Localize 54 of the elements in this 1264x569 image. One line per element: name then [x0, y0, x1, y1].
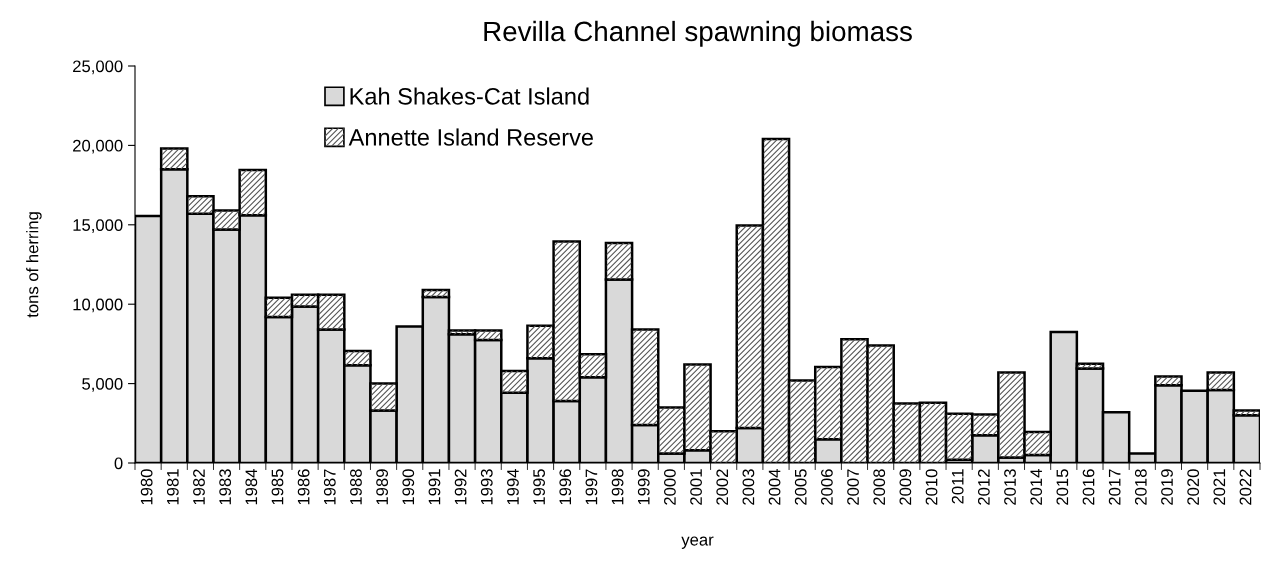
x-tick-label: 2008: [873, 469, 886, 505]
x-tick-label: 2007: [847, 469, 859, 505]
legend-label: Annette Island Reserve: [348, 128, 593, 146]
x-tick-label: 2019: [1161, 469, 1173, 505]
x-tick-label: 2009: [899, 469, 912, 505]
x-tick-label: 2017: [1108, 469, 1121, 505]
y-tick-label: 0: [114, 457, 123, 470]
legend-label: Kah Shakes-Cat Island: [350, 87, 589, 105]
x-tick-label: 2001: [690, 469, 702, 505]
x-tick-label: 2016: [1082, 469, 1095, 505]
x-tick-label: 1983: [219, 469, 232, 505]
chart-title: Revilla Channel spawning biomass: [484, 20, 912, 47]
x-tick-label: 2004: [768, 469, 781, 505]
x-tick-label: 1987: [323, 469, 336, 505]
x-tick-label: 1991: [428, 469, 441, 505]
x-tick-label: 1999: [637, 469, 650, 505]
x-tick-label: 1993: [480, 469, 493, 505]
x-tick-label: 1992: [454, 469, 467, 505]
x-tick-label: 2011: [951, 469, 964, 504]
x-tick-label: 1998: [611, 469, 624, 505]
x-tick-label: 1982: [193, 469, 205, 505]
y-tick-label: 10,000: [73, 298, 123, 313]
x-tick-label: 2000: [664, 469, 676, 505]
x-tick-label: 2014: [1030, 469, 1043, 505]
y-tick-label: 20,000: [73, 139, 123, 154]
x-tick-label: 2015: [1056, 469, 1069, 505]
x-tick-label: 1995: [533, 469, 545, 505]
x-tick-label: 1997: [585, 469, 598, 505]
x-tick-label: 2022: [1239, 469, 1252, 505]
x-tick-label: 2002: [716, 469, 729, 505]
x-tick-label: 1980: [140, 469, 153, 505]
x-tick-label: 2005: [794, 469, 807, 505]
x-tick-label: 2003: [742, 469, 755, 505]
x-tick-label: 1988: [350, 469, 362, 505]
x-tick-label: 2020: [1187, 469, 1200, 505]
x-tick-label: 1985: [271, 469, 284, 505]
x-tick-label: 1986: [297, 469, 310, 505]
y-tick-label: 5,000: [82, 378, 123, 392]
y-axis-title: tons of herring: [26, 212, 42, 318]
x-tick-label: 1996: [559, 469, 572, 505]
x-tick-label: 1990: [402, 469, 415, 505]
x-tick-label: 2010: [925, 469, 938, 505]
y-tick-label: 15,000: [73, 219, 123, 233]
x-axis-title: year: [681, 536, 714, 549]
x-tick-label: 2018: [1134, 469, 1147, 505]
y-tick-label: 25,000: [73, 60, 123, 75]
x-tick-label: 1984: [245, 469, 258, 505]
x-tick-label: 2012: [977, 469, 990, 505]
x-tick-label: 2006: [820, 469, 833, 505]
x-tick-label: 2021: [1213, 469, 1226, 505]
x-tick-label: 2013: [1004, 469, 1016, 505]
x-tick-label: 1989: [376, 469, 389, 505]
x-tick-label: 1981: [166, 469, 179, 505]
x-tick-label: 1994: [507, 469, 519, 505]
